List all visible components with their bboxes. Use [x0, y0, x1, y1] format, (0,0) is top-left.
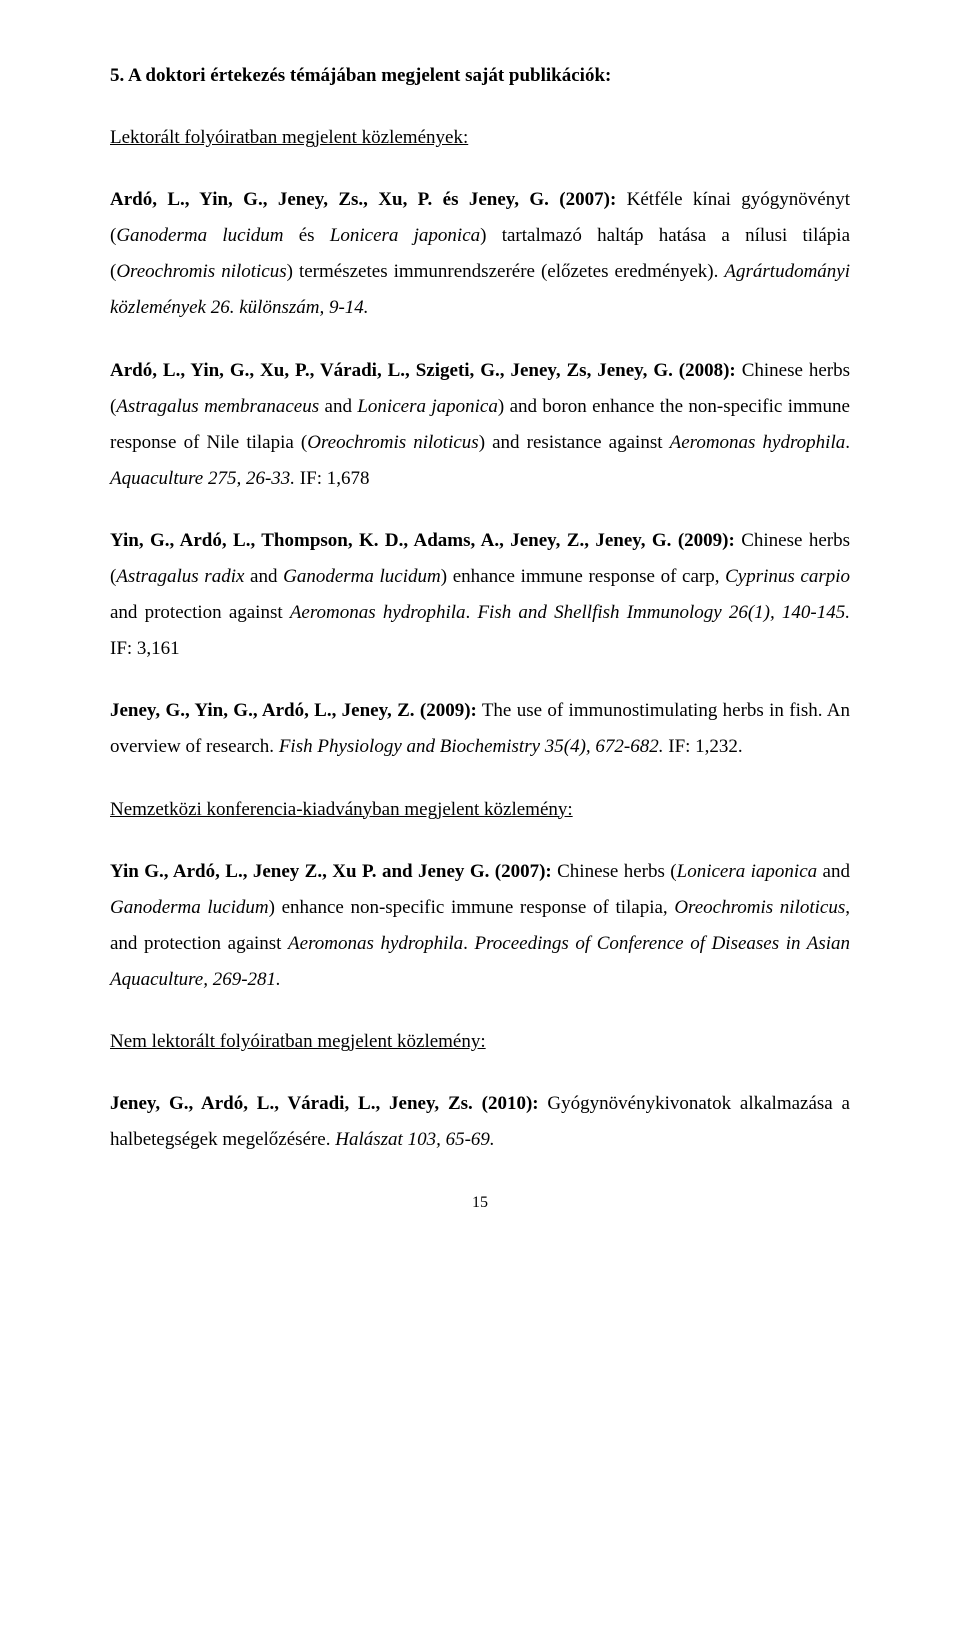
authors: Ardó, L., Yin, G., Jeney, Zs., Xu, P. és…	[110, 189, 616, 210]
publication-entry: Ardó, L., Yin, G., Xu, P., Váradi, L., S…	[110, 353, 850, 497]
authors: Jeney, G., Ardó, L., Váradi, L., Jeney, …	[110, 1093, 539, 1114]
species: Astragalus membranaceus	[116, 396, 319, 417]
species: Ganoderma lucidum	[110, 897, 269, 918]
text: and	[244, 566, 283, 587]
document-page: 5. A doktori értekezés témájában megjele…	[0, 0, 960, 1259]
authors: Jeney, G., Yin, G., Ardó, L., Jeney, Z. …	[110, 700, 477, 721]
publication-entry: Yin G., Ardó, L., Jeney Z., Xu P. and Je…	[110, 854, 850, 998]
publication-entry: Yin, G., Ardó, L., Thompson, K. D., Adam…	[110, 523, 850, 667]
journal: Fish Physiology and Biochemistry 35(4), …	[279, 736, 664, 757]
text: ) and resistance against	[479, 432, 670, 453]
text: and	[319, 396, 357, 417]
journal: Aquaculture 275, 26-33.	[110, 468, 295, 489]
species: Lonicera japonica	[357, 396, 498, 417]
text: .	[463, 933, 474, 954]
text: ) enhance immune response of carp,	[441, 566, 725, 587]
impact-factor: IF: 1,232.	[664, 736, 743, 757]
authors: Yin G., Ardó, L., Jeney Z., Xu P. and Je…	[110, 861, 552, 882]
species: Ganoderma lucidum	[283, 566, 441, 587]
species: Lonicera iaponica	[677, 861, 818, 882]
species: Aeromonas hydrophila	[288, 933, 463, 954]
publication-entry: Ardó, L., Yin, G., Jeney, Zs., Xu, P. és…	[110, 182, 850, 326]
species: Oreochromis niloticus	[116, 261, 286, 282]
text: .	[845, 432, 850, 453]
subheading-conference: Nemzetközi konferencia-kiadványban megje…	[110, 792, 850, 828]
species: Astragalus radix	[116, 566, 244, 587]
journal: Halászat 103, 65-69.	[335, 1129, 494, 1150]
species: Oreochromis niloticus	[674, 897, 845, 918]
text: és	[284, 225, 330, 246]
subheading-nonreviewed: Nem lektorált folyóiratban megjelent köz…	[110, 1024, 850, 1060]
page-number: 15	[110, 1188, 850, 1218]
authors: Yin, G., Ardó, L., Thompson, K. D., Adam…	[110, 530, 735, 551]
text: and	[817, 861, 850, 882]
species: Oreochromis niloticus	[307, 432, 478, 453]
text: Chinese herbs (	[552, 861, 677, 882]
species: Cyprinus carpio	[725, 566, 850, 587]
journal: Fish and Shellfish Immunology 26(1), 140…	[477, 602, 850, 623]
authors: Ardó, L., Yin, G., Xu, P., Váradi, L., S…	[110, 360, 736, 381]
section-title: 5. A doktori értekezés témájában megjele…	[110, 58, 850, 94]
text: and protection against	[110, 602, 290, 623]
publication-entry: Jeney, G., Ardó, L., Váradi, L., Jeney, …	[110, 1086, 850, 1158]
text: .	[466, 602, 478, 623]
text: ) természetes immunrendszerére (előzetes…	[287, 261, 725, 282]
subheading-reviewed: Lektorált folyóiratban megjelent közlemé…	[110, 120, 850, 156]
species: Lonicera japonica	[330, 225, 480, 246]
text: ) enhance non-specific immune response o…	[269, 897, 675, 918]
species: Ganoderma lucidum	[116, 225, 283, 246]
impact-factor: IF: 1,678	[295, 468, 369, 489]
species: Aeromonas hydrophila	[290, 602, 466, 623]
species: Aeromonas hydrophila	[670, 432, 846, 453]
publication-entry: Jeney, G., Yin, G., Ardó, L., Jeney, Z. …	[110, 693, 850, 765]
impact-factor: IF: 3,161	[110, 638, 180, 659]
